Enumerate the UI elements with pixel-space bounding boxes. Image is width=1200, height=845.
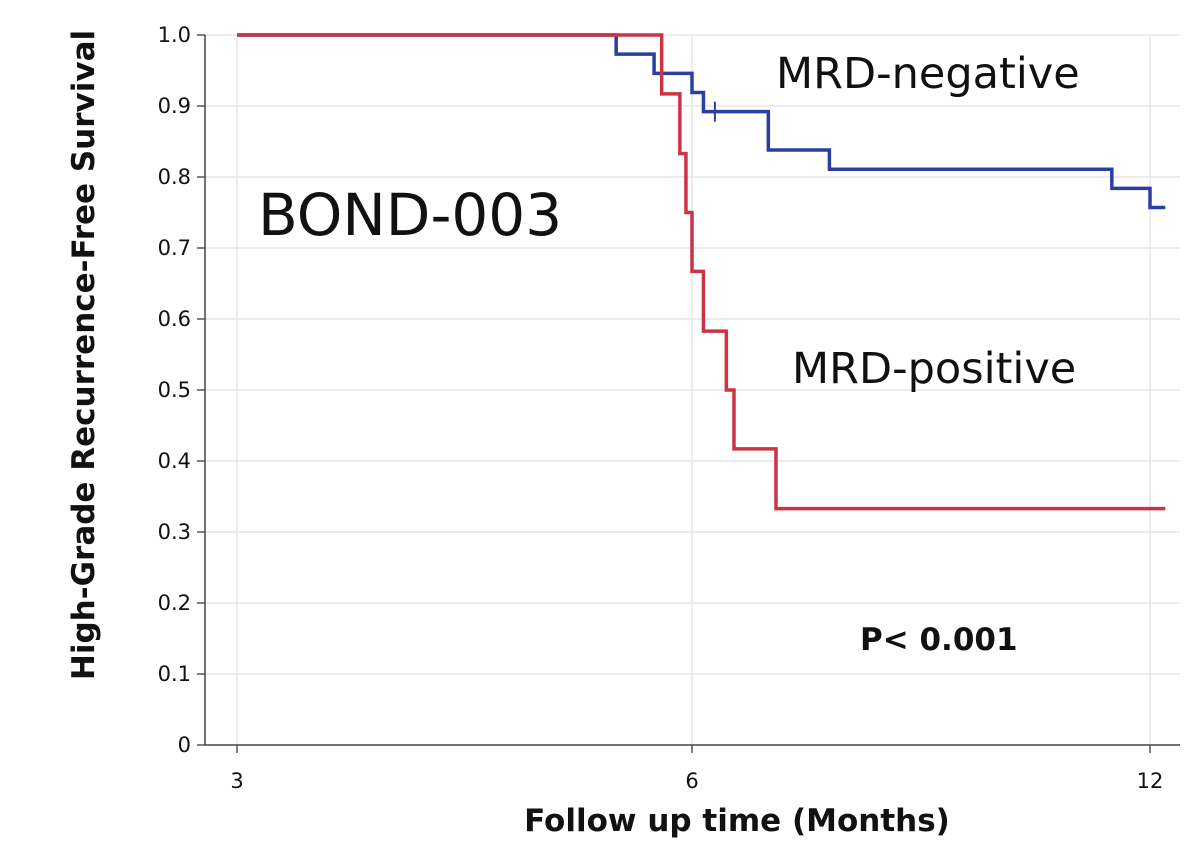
x-axis-title: Follow up time (Months) [524, 803, 950, 839]
x-tick-label: 12 [1137, 769, 1164, 793]
y-axis-title: High-Grade Recurrence-Free Survival [66, 30, 102, 680]
y-tick-label: 0 [178, 733, 191, 757]
y-tick-label: 0.8 [158, 165, 191, 189]
y-tick-label: 0.2 [158, 591, 191, 615]
y-tick-label: 0.4 [158, 449, 191, 473]
series-line-mrd-positive [237, 33, 1166, 511]
p-value-annotation: P< 0.001 [860, 622, 1018, 658]
y-tick-label: 1.0 [158, 23, 191, 47]
series-line-mrd-negative [237, 33, 1166, 210]
y-tick-label: 0.9 [158, 94, 191, 118]
x-tick-label: 3 [230, 769, 243, 793]
y-tick-label: 0.5 [158, 378, 191, 402]
series-label-mrd-negative: MRD-negative [776, 49, 1080, 99]
chart-title: BOND-003 [258, 181, 562, 249]
grid [205, 34, 1180, 745]
series-lines [237, 33, 1166, 511]
x-tick-labels: 3 6 12 [230, 769, 1163, 793]
y-tick-labels: 0 0.1 0.2 0.3 0.4 0.5 0.6 0.7 0.8 0.9 1.0 [158, 23, 191, 757]
x-tick-label: 6 [685, 769, 698, 793]
y-tick-label: 0.1 [158, 662, 191, 686]
series-label-mrd-positive: MRD-positive [792, 344, 1076, 394]
y-tick-label: 0.3 [158, 520, 191, 544]
axes [197, 34, 1180, 753]
y-tick-label: 0.7 [158, 236, 191, 260]
y-tick-label: 0.6 [158, 307, 191, 331]
